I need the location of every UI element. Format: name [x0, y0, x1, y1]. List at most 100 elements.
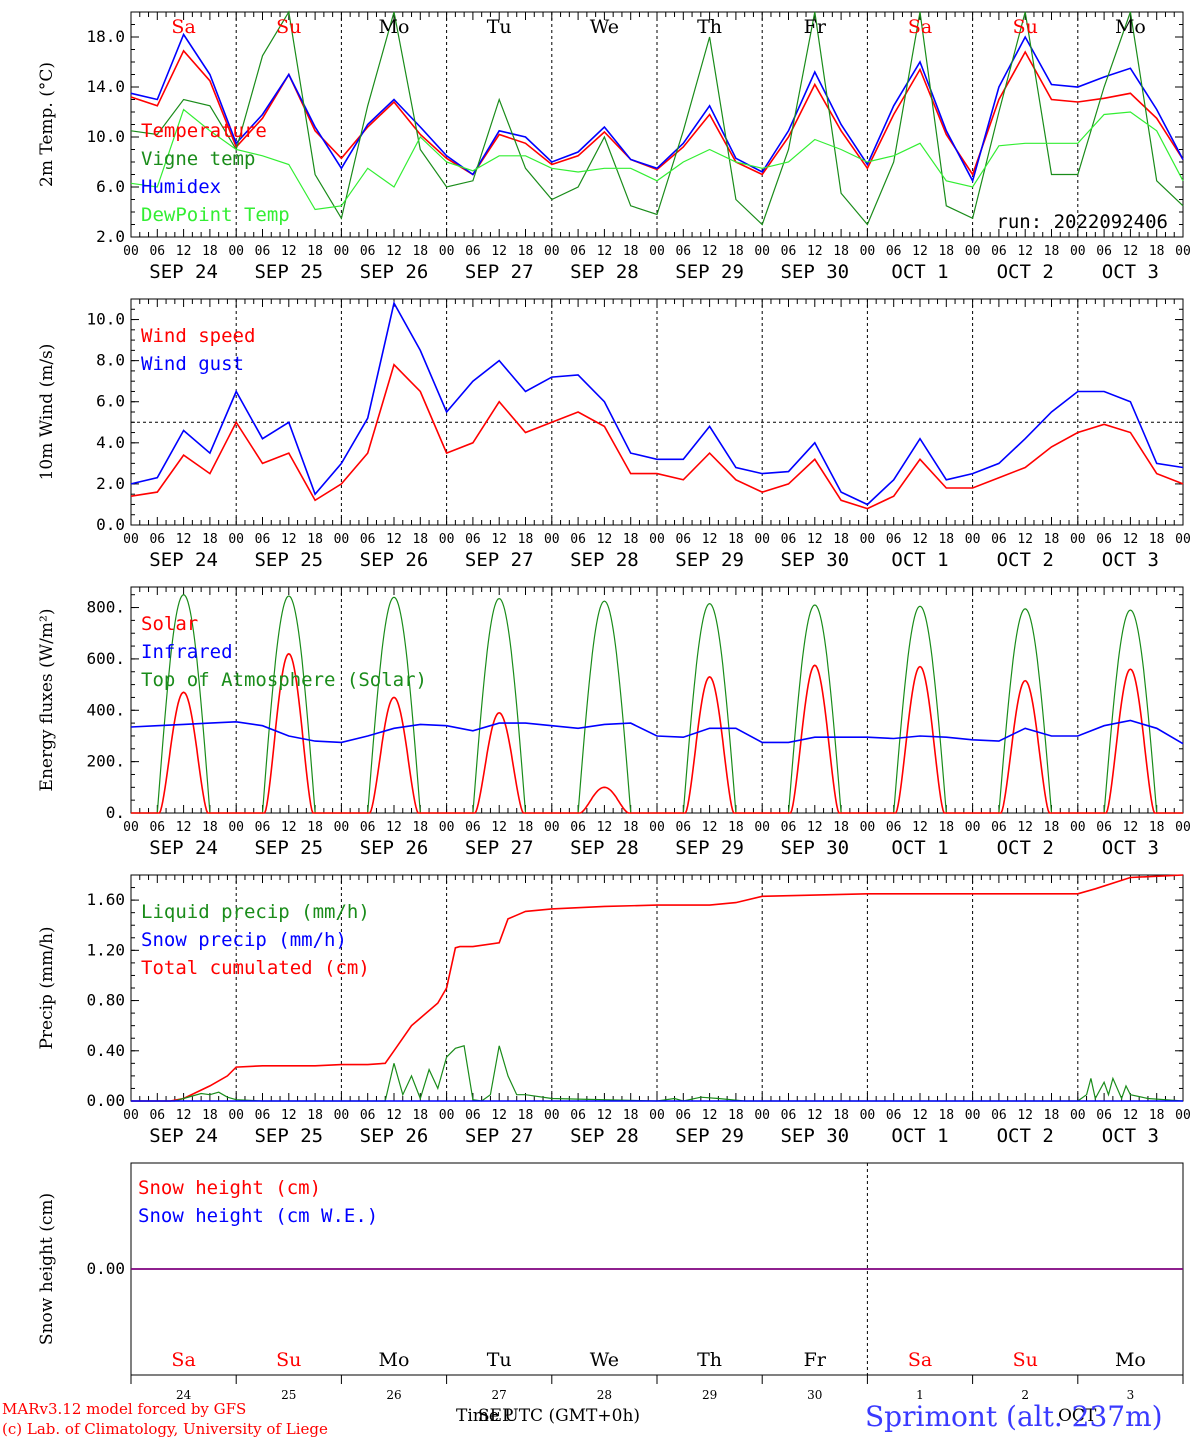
- temperature-hour-label: 18: [833, 244, 849, 259]
- energy-hour-label: 18: [833, 820, 849, 835]
- precip-hour-label: 12: [386, 1108, 402, 1123]
- precip-hour-label: 12: [176, 1108, 192, 1123]
- temperature-day-label: SEP 27: [465, 261, 534, 283]
- temperature-hour-label: 00: [754, 244, 770, 259]
- energy-hour-label: 00: [228, 820, 244, 835]
- weekday-label-bottom: Sa: [171, 1349, 195, 1371]
- energy-hour-label: 06: [255, 820, 271, 835]
- precip-y-tick-label: 0.00: [86, 1091, 125, 1110]
- wind-hour-label: 06: [991, 532, 1007, 547]
- temperature-y-axis-label: 2m Temp. (°C): [37, 62, 57, 187]
- precip-hour-label: 18: [728, 1108, 744, 1123]
- temperature-day-label: OCT 2: [997, 261, 1054, 283]
- precip-hour-label: 12: [597, 1108, 613, 1123]
- precip-y-tick-label: 0.40: [86, 1041, 125, 1060]
- wind-legend-item: Wind speed: [141, 325, 255, 347]
- temperature-hour-label: 12: [1017, 244, 1033, 259]
- weekday-label-bottom: Su: [276, 1349, 301, 1371]
- energy-hour-label: 12: [912, 820, 928, 835]
- temperature-day-label: SEP 26: [360, 261, 429, 283]
- energy-hour-label: 12: [702, 820, 718, 835]
- precip-hour-label: 12: [281, 1108, 297, 1123]
- temperature-hour-label: 18: [518, 244, 534, 259]
- wind-hour-label: 06: [360, 532, 376, 547]
- precip-hour-label: 06: [781, 1108, 797, 1123]
- temperature-hour-label: 18: [623, 244, 639, 259]
- energy-hour-label: 06: [465, 820, 481, 835]
- temperature-hour-label: 18: [728, 244, 744, 259]
- wind-day-label: OCT 1: [891, 549, 948, 571]
- temperature-hour-label: 00: [544, 244, 560, 259]
- wind-hour-label: 12: [281, 532, 297, 547]
- precip-hour-label: 06: [255, 1108, 271, 1123]
- energy-hour-label: 00: [965, 820, 981, 835]
- wind-hour-label: 18: [728, 532, 744, 547]
- precip-hour-label: 06: [149, 1108, 165, 1123]
- temperature-hour-label: 12: [702, 244, 718, 259]
- temperature-hour-label: 06: [781, 244, 797, 259]
- temperature-legend-item: DewPoint Temp: [141, 204, 290, 226]
- temperature-hour-label: 00: [649, 244, 665, 259]
- precip-hour-label: 06: [675, 1108, 691, 1123]
- precip-hour-label: 18: [307, 1108, 323, 1123]
- snow-legend-item: Snow height (cm W.E.): [138, 1205, 378, 1227]
- energy-hour-label: 00: [754, 820, 770, 835]
- wind-day-label: OCT 3: [1102, 549, 1159, 571]
- wind-hour-label: 06: [149, 532, 165, 547]
- wind-hour-label: 00: [228, 532, 244, 547]
- energy-y-tick-label: 600.: [86, 649, 125, 668]
- energy-hour-label: 12: [1123, 820, 1139, 835]
- x-axis-month-oct: OCT: [1058, 1406, 1097, 1426]
- temperature-hour-label: 00: [334, 244, 350, 259]
- wind-y-tick-label: 6.0: [96, 392, 125, 411]
- precip-hour-label: 06: [360, 1108, 376, 1123]
- weekday-label-top: Sa: [171, 16, 195, 38]
- solar-series: [131, 652, 1183, 814]
- precip-hour-label: 18: [833, 1108, 849, 1123]
- temperature-legend-item: Temperature: [141, 120, 267, 142]
- precip-y-tick-label: 0.80: [86, 991, 125, 1010]
- temperature-hour-label: 00: [860, 244, 876, 259]
- energy-hour-label: 18: [307, 820, 323, 835]
- wind-hour-label: 12: [176, 532, 192, 547]
- energy-legend-item: Infrared: [141, 641, 233, 663]
- precip-hour-label: 06: [1096, 1108, 1112, 1123]
- energy-hour-label: 06: [675, 820, 691, 835]
- bottom-day-number: 3: [1127, 1388, 1135, 1402]
- energy-day-label: SEP 29: [675, 837, 744, 859]
- energy-hour-label: 18: [412, 820, 428, 835]
- wind-y-tick-label: 0.0: [96, 515, 125, 534]
- precip-hour-label: 18: [1149, 1108, 1165, 1123]
- wind-hour-label: 00: [334, 532, 350, 547]
- wind-hour-label: 18: [307, 532, 323, 547]
- energy-hour-label: 00: [649, 820, 665, 835]
- temperature-hour-label: 12: [912, 244, 928, 259]
- energy-hour-label: 12: [1017, 820, 1033, 835]
- energy-hour-label: 06: [781, 820, 797, 835]
- weekday-label-bottom: Mo: [379, 1349, 410, 1371]
- wind-hour-label: 00: [439, 532, 455, 547]
- energy-hour-label: 12: [807, 820, 823, 835]
- wind-hour-label: 18: [412, 532, 428, 547]
- temperature-series-vigne-temp: [130, 10, 1184, 226]
- bottom-day-number: 30: [807, 1388, 822, 1402]
- temperature-hour-label: 06: [255, 244, 271, 259]
- precip-hour-label: 12: [807, 1108, 823, 1123]
- precip-hour-label: 06: [886, 1108, 902, 1123]
- energy-y-axis-label: Energy fluxes (W/m²): [37, 609, 57, 792]
- wind-legend-item: Wind gust: [141, 353, 244, 375]
- temperature-hour-label: 12: [1123, 244, 1139, 259]
- temperature-y-tick-label: 10.0: [86, 127, 125, 146]
- energy-hour-label: 18: [728, 820, 744, 835]
- precip-hour-label: 06: [465, 1108, 481, 1123]
- energy-day-label: OCT 1: [891, 837, 948, 859]
- energy-hour-label: 18: [938, 820, 954, 835]
- precip-series-total-cumulated-cm-: [131, 874, 1184, 1102]
- precip-hour-label: 00: [544, 1108, 560, 1123]
- wind-y-tick-label: 4.0: [96, 433, 125, 452]
- x-axis-month: SEP: [478, 1406, 514, 1426]
- energy-hour-label: 00: [544, 820, 560, 835]
- temperature-hour-label: 18: [412, 244, 428, 259]
- bottom-day-number: 29: [702, 1388, 717, 1402]
- precip-day-label: SEP 26: [360, 1125, 429, 1147]
